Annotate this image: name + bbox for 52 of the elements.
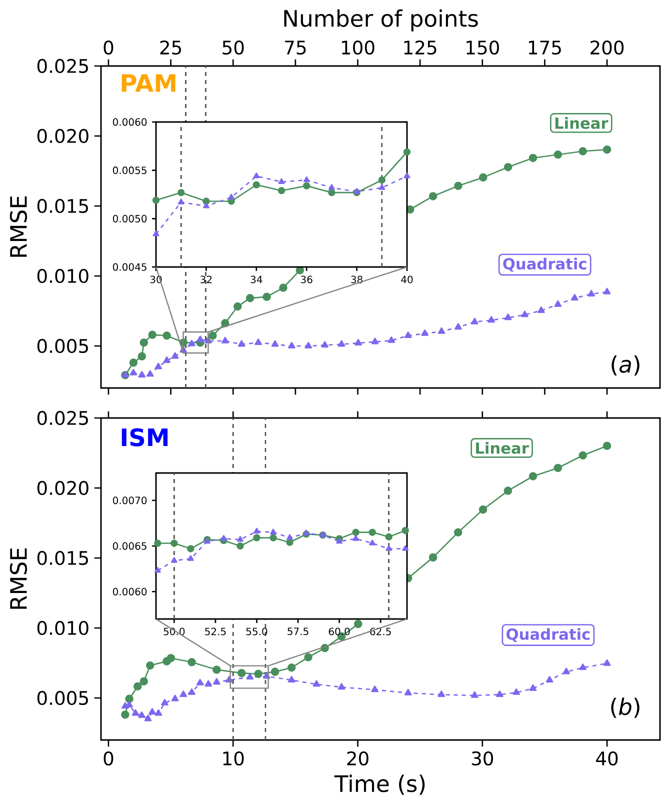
y-tick-label: 0.020 xyxy=(37,480,88,496)
y-tick-label: 0.0050 xyxy=(112,214,147,222)
x-tick-label: 55.0 xyxy=(246,628,268,636)
y-tick-label: 0.020 xyxy=(37,128,88,144)
x-tick-label: 32 xyxy=(200,276,212,284)
y-tick-label: 0.0055 xyxy=(112,166,146,174)
y-tick-label: 0.0065 xyxy=(112,542,146,550)
y-tick-label: 0.010 xyxy=(37,268,88,284)
x-tick-label: 100 xyxy=(342,40,374,55)
x-tick-label: 36 xyxy=(300,276,312,284)
x-tick-label: 25 xyxy=(160,40,182,55)
x-tick-label: 34 xyxy=(250,276,262,284)
x-tick-label: 125 xyxy=(404,40,436,55)
y-tick-label: 0.005 xyxy=(37,338,88,354)
y-tick-label: 0.025 xyxy=(37,410,88,426)
y-tick-label: 0.015 xyxy=(37,550,88,566)
x-tick-label: 57.5 xyxy=(288,628,308,636)
x-tick-label: 30 xyxy=(472,751,494,766)
x-tick-label: 150 xyxy=(466,40,499,55)
y-tick-label: 0.0045 xyxy=(112,263,146,271)
x-tick-label: 0 xyxy=(104,40,114,55)
y-tick-label: 0.015 xyxy=(37,198,88,214)
legend-label: Quadratic xyxy=(503,258,586,272)
y-tick-label: 0.005 xyxy=(37,690,88,706)
annotation: (b) xyxy=(611,698,640,718)
x-tick-label: 50 xyxy=(222,40,244,55)
x-axis-title: Number of points xyxy=(284,9,478,32)
x-tick-label: 40 xyxy=(596,751,618,766)
y-tick-label: 0.0060 xyxy=(112,588,147,596)
legend-label: Quadratic xyxy=(506,628,590,642)
x-tick-label: 52.5 xyxy=(205,628,226,636)
x-axis-title: Time (s) xyxy=(334,774,425,795)
x-tick-label: 200 xyxy=(590,40,624,55)
x-tick-label: 0 xyxy=(104,751,114,766)
y-axis-title: RMSE xyxy=(10,548,28,609)
x-tick-label: 50.0 xyxy=(164,628,185,636)
x-tick-label: 10 xyxy=(223,751,244,766)
legend-label: Linear xyxy=(476,442,529,454)
x-tick-label: 30 xyxy=(150,276,162,284)
legend-label: Linear xyxy=(555,117,608,129)
y-tick-label: 0.010 xyxy=(37,620,88,636)
x-tick-label: 20 xyxy=(347,751,368,766)
y-tick-label: 0.025 xyxy=(37,58,88,74)
x-tick-label: 75 xyxy=(285,40,306,55)
chart-title: PAM xyxy=(122,74,176,92)
chart-title: ISM xyxy=(122,428,168,446)
x-tick-label: 175 xyxy=(528,40,561,55)
x-tick-label: 40 xyxy=(401,276,413,284)
annotation: (a) xyxy=(612,355,640,376)
y-tick-label: 0.0070 xyxy=(112,496,147,504)
y-axis-title: RMSE xyxy=(10,196,28,257)
y-tick-label: 0.0060 xyxy=(112,118,147,126)
